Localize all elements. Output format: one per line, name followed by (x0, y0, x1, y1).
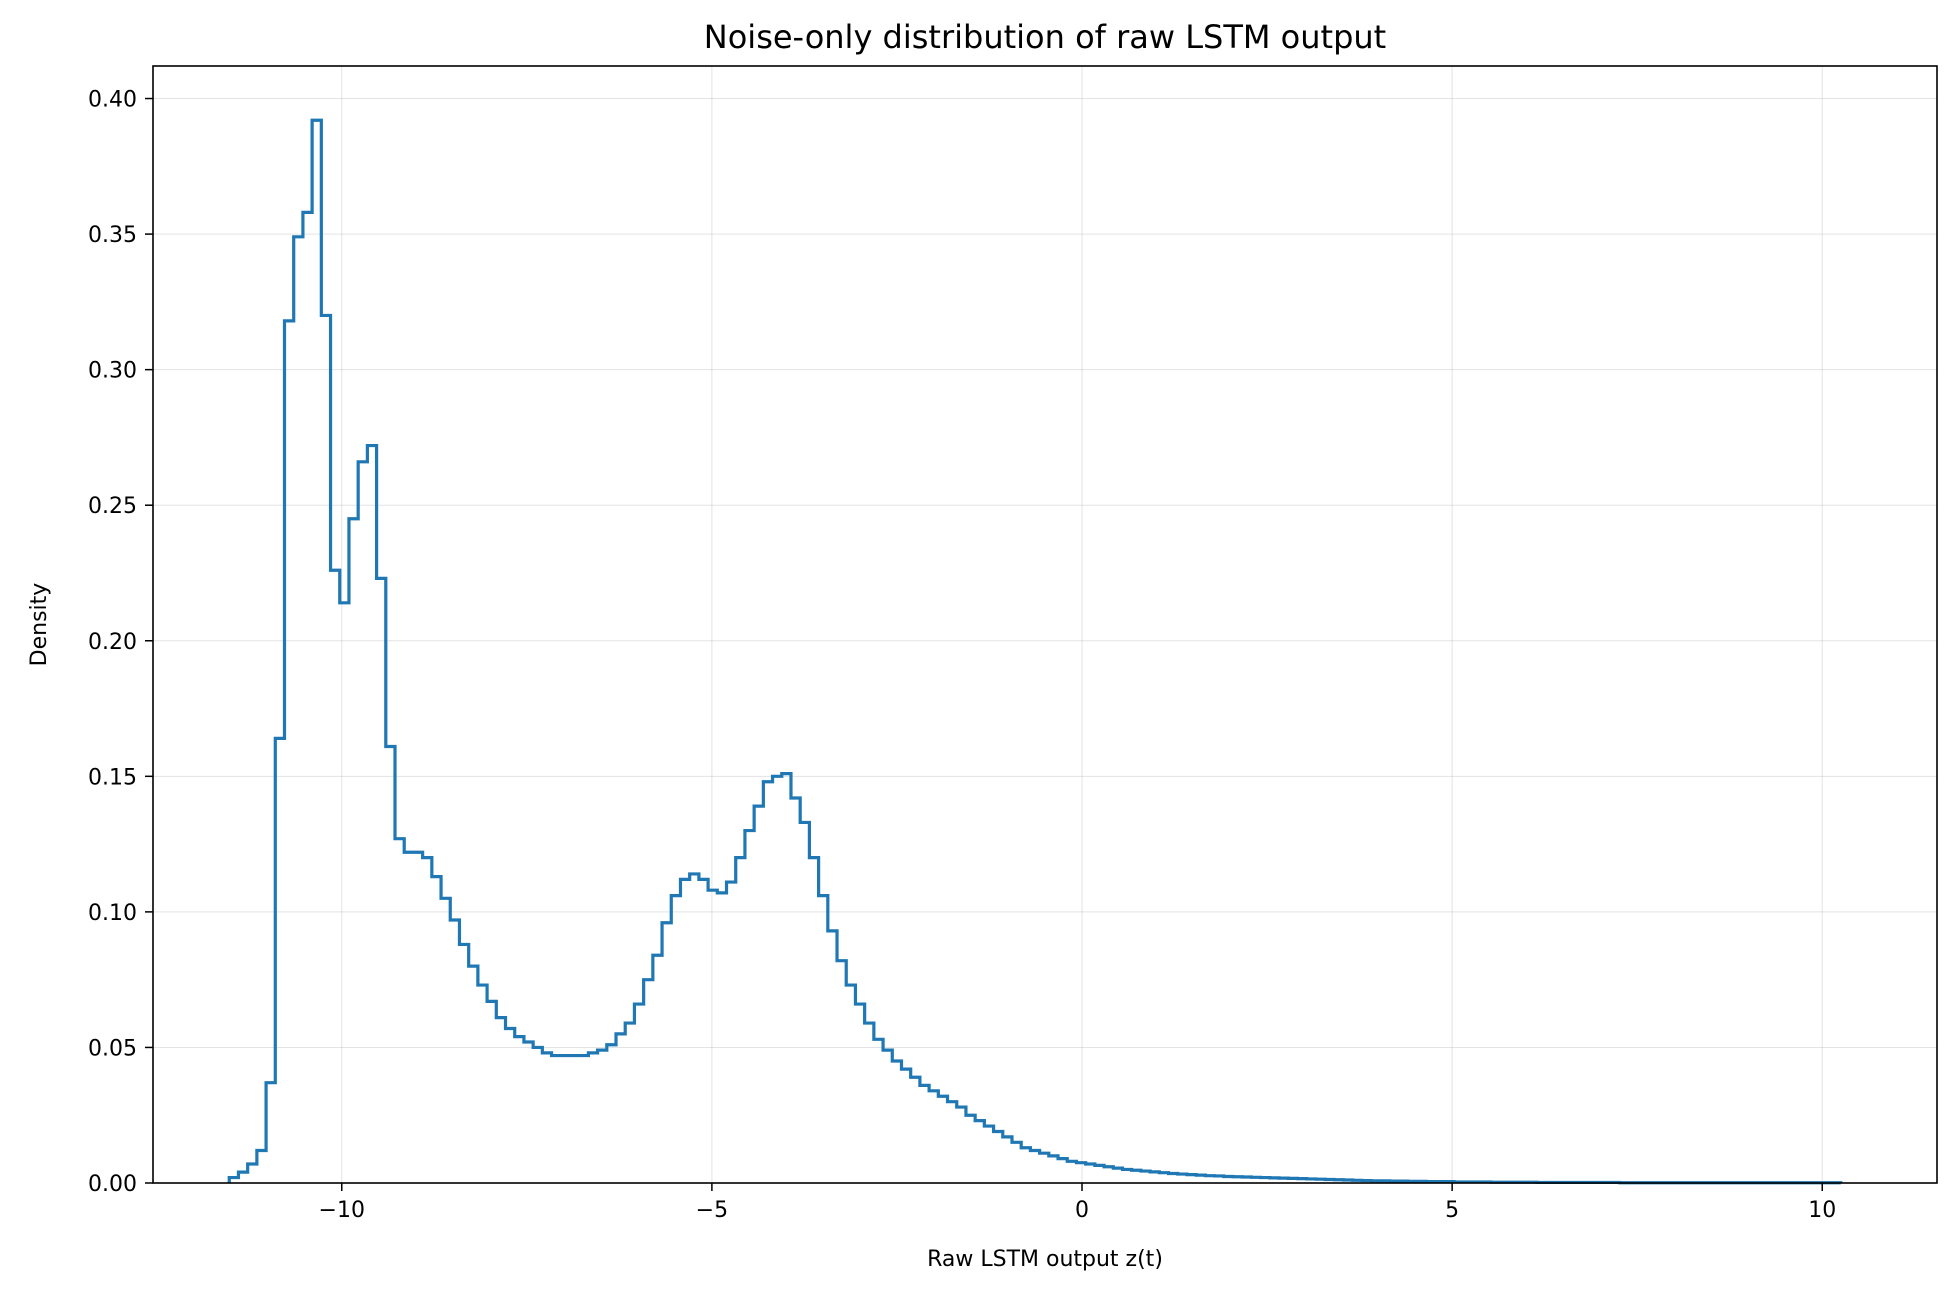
y-tick-label: 0.05 (88, 1036, 137, 1061)
x-tick-label: 0 (1075, 1198, 1089, 1223)
y-tick-label: 0.00 (88, 1172, 137, 1197)
y-tick-label: 0.10 (88, 901, 137, 926)
x-tick-label: 10 (1808, 1198, 1836, 1223)
series-layer (227, 118, 1843, 1185)
y-axis-ticks: 0.00 0.05 0.10 0.15 0.20 0.25 0.30 0.35 0.40 (88, 88, 153, 1197)
x-tick-label: 5 (1445, 1198, 1459, 1223)
y-tick-label: 0.20 (88, 630, 137, 655)
x-axis-label: Raw LSTM output z(t) (927, 1247, 1163, 1272)
x-tick-label: −5 (696, 1198, 728, 1223)
plot-frame (152, 65, 1938, 1184)
y-tick-label: 0.30 (88, 359, 137, 384)
y-axis-label: Density (27, 583, 52, 667)
y-tick-label: 0.35 (88, 223, 137, 248)
grid-layer (153, 66, 1937, 1184)
histogram-series (227, 118, 1843, 1185)
chart-title: Noise-only distribution of raw LSTM outp… (704, 18, 1386, 56)
x-tick-label: −10 (319, 1198, 365, 1223)
y-tick-label: 0.15 (88, 765, 137, 790)
x-axis-ticks: −10 −5 0 5 10 (319, 1183, 1836, 1223)
y-tick-label: 0.40 (88, 88, 137, 113)
y-tick-label: 0.25 (88, 494, 137, 519)
